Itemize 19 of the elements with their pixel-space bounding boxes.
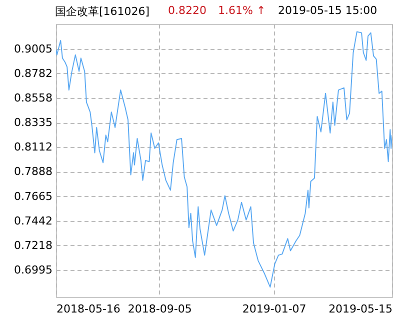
y-tick-label: 0.6995 [14,264,52,277]
text: 2019-05-15 15:00 [278,4,378,17]
line-series [56,31,392,288]
y-tick-label: 0.7665 [14,190,52,203]
y-tick-label: 0.7218 [14,238,52,252]
y-tick-label: 0.8558 [14,91,52,104]
x-tick-label: 2018-05-16 [56,302,120,316]
x-tick-label: 2018-09-05 [128,302,192,316]
y-tick-label: 0.7888 [14,165,52,178]
text: 0.8220 [168,4,206,17]
y-tick-label: 0.7442 [14,214,52,228]
x-tick-label: 2019-01-07 [242,302,306,316]
y-tick-label: 0.8335 [14,116,52,130]
y-tick-label: 0.8782 [14,66,52,80]
x-tick-label: 2019-05-15 [328,302,392,316]
chart-title: 国企改革[161026] [55,4,150,19]
y-tick-label: 0.9005 [14,42,52,56]
y-tick-label: 0.8112 [14,140,52,154]
text: 1.61% ↑ [218,4,266,17]
